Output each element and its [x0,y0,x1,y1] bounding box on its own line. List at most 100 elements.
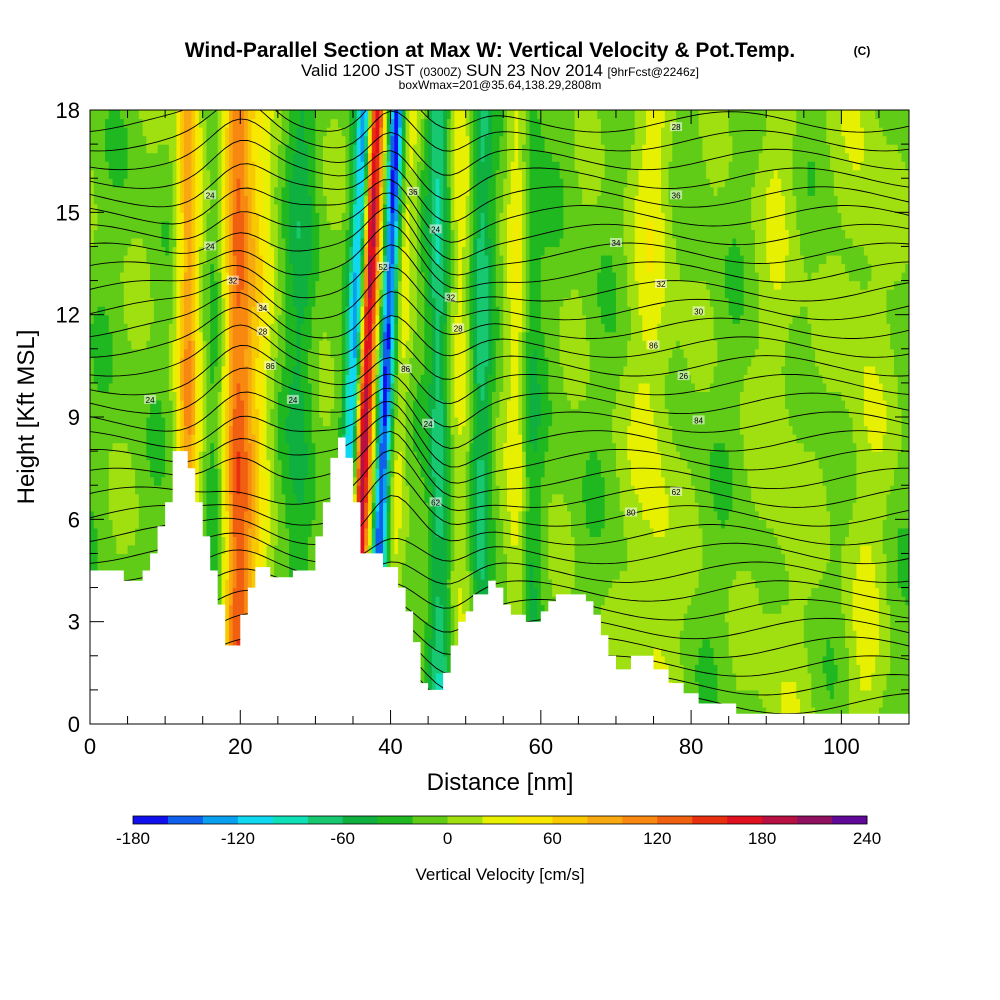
velocity-cell [172,118,178,128]
velocity-cell [277,144,283,154]
velocity-cell [300,561,305,572]
velocity-cell [225,399,230,410]
velocity-cell [183,161,189,171]
velocity-cell [270,399,275,410]
velocity-cell [116,161,121,171]
velocity-cell [210,246,215,256]
velocity-cell [304,254,309,265]
velocity-cell [292,408,298,418]
velocity-cell [157,323,162,333]
velocity-cell [153,519,159,529]
velocity-cell [337,272,343,282]
velocity-cell [146,254,151,265]
velocity-cell [232,579,238,589]
velocity-cell [187,152,193,162]
velocity-cell [213,417,219,427]
velocity-cell [225,561,230,572]
velocity-cell [240,468,245,478]
velocity-cell [105,186,110,196]
velocity-cell [157,152,162,162]
velocity-cell [213,127,219,137]
velocity-cell [304,536,309,546]
velocity-cell [277,323,283,333]
velocity-cell [187,169,193,179]
velocity-cell [131,127,136,137]
velocity-cell [101,110,106,120]
velocity-cell [210,544,215,555]
velocity-cell [236,280,241,290]
velocity-cell [146,263,151,273]
velocity-cell [213,289,219,299]
velocity-cell [292,544,298,555]
velocity-cell [322,237,328,248]
velocity-cell [255,536,260,546]
velocity-cell [277,536,283,546]
velocity-cell [198,161,204,171]
velocity-cell [210,280,215,290]
velocity-cell [296,144,301,154]
velocity-cell [337,229,343,239]
velocity-cell [274,451,279,461]
velocity-cell [311,186,317,196]
velocity-cell [123,485,129,495]
velocity-cell [304,229,309,239]
velocity-cell [187,144,193,154]
velocity-cell [300,408,305,418]
velocity-cell [131,476,136,486]
velocity-cell [281,408,286,418]
velocity-cell [285,519,290,529]
velocity-cell [210,357,215,367]
velocity-cell [281,135,286,145]
velocity-cell [198,314,204,324]
velocity-cell [127,331,132,341]
velocity-cell [300,357,305,367]
velocity-cell [180,391,185,401]
velocity-cell [221,468,226,478]
velocity-cell [307,289,313,299]
velocity-cell [240,323,245,333]
velocity-cell [341,118,347,128]
velocity-cell [289,229,294,239]
velocity-cell [292,127,298,137]
velocity-cell [345,178,350,188]
velocity-cell [120,237,125,248]
velocity-cell [315,135,320,145]
velocity-cell [183,357,189,367]
velocity-cell [266,144,271,154]
velocity-cell [108,263,114,273]
velocity-cell [187,246,193,256]
velocity-cell [221,451,226,461]
velocity-cell [240,451,245,461]
velocity-cell [176,161,181,171]
velocity-cell [322,161,328,171]
velocity-cell [217,237,223,248]
velocity-cell [198,118,204,128]
velocity-cell [334,169,339,179]
velocity-cell [120,161,125,171]
velocity-cell [112,357,117,367]
velocity-cell [123,493,129,503]
velocity-cell [172,340,178,350]
velocity-cell [105,527,110,537]
velocity-cell [213,408,219,418]
velocity-cell [277,374,283,384]
velocity-cell [240,203,245,213]
velocity-cell [229,493,234,503]
velocity-cell [307,229,313,239]
velocity-cell [101,417,106,427]
velocity-cell [337,306,343,316]
velocity-cell [319,161,324,171]
velocity-cell [183,391,189,401]
velocity-cell [281,323,286,333]
velocity-cell [307,399,313,410]
velocity-cell [232,144,238,154]
velocity-cell [285,135,290,145]
velocity-cell [244,527,249,537]
velocity-cell [180,289,185,299]
velocity-cell [337,408,343,418]
velocity-cell [285,272,290,282]
velocity-cell [90,527,95,537]
velocity-cell [259,365,264,375]
velocity-cell [210,323,215,333]
velocity-cell [210,442,215,452]
